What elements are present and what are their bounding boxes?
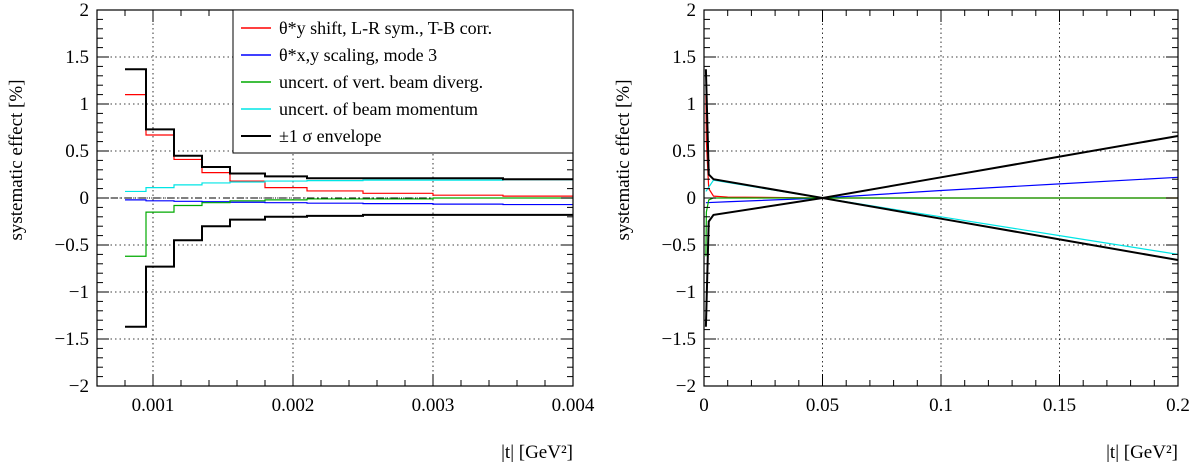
ticks [703,9,1179,387]
series-line-1 [125,199,573,206]
series-line-3 [705,179,1178,255]
series-group [704,69,1178,327]
x-tick-label: 0.003 [412,395,455,416]
y-tick-label: 0 [687,188,697,209]
series-line-4-lower [125,213,573,328]
y-tick-label: 0 [80,188,90,209]
series-line-4-lower [704,196,1178,327]
series-line-4 [125,68,573,181]
x-tick-label: 0.1 [929,395,953,416]
y-tick-label: 0.5 [672,141,696,162]
series-line-2 [125,197,573,257]
y-tick-label: −0.5 [662,235,696,256]
y-tick-label: 1.5 [672,47,696,68]
x-tick-label: 0.002 [272,395,315,416]
y-tick-label: −0.5 [55,235,89,256]
x-axis-label: |t| [GeV²] [1106,442,1178,463]
y-tick-label: 0.5 [65,141,89,162]
y-tick-label: 1 [687,94,697,115]
legend-box [232,9,574,154]
x-tick-label: 0.004 [552,395,595,416]
y-axis-label: systematic effect [%] [6,79,27,240]
y-axis-label: systematic effect [%] [613,79,634,240]
y-tick-label: 1.5 [65,47,89,68]
y-tick-label: 1 [80,94,90,115]
series-line-2 [705,197,1178,257]
series-line-1 [705,176,1178,204]
x-axis-label: |t| [GeV²] [501,442,573,463]
y-tick-label: 2 [687,0,697,21]
x-tick-label: 0.2 [1166,395,1190,416]
y-tick-label: −1 [69,282,89,303]
x-tick-label: 0.15 [1043,395,1076,416]
legend-label-0: θ*y shift, L-R sym., T-B corr. [279,18,492,38]
y-tick-label: −2 [676,376,696,397]
x-tick-label: 0 [699,395,709,416]
series-line-0 [705,94,1178,199]
x-tick-label: 0.05 [806,395,839,416]
legend-label-4: ±1 σ envelope [279,126,382,146]
chart-right: 0 0.05 0.1 0.15 0.2 −2 −1.5 −1 −0.5 0 0.5 1 1.5 2 |t| … [613,0,1190,463]
y-tick-label: 2 [80,0,90,21]
y-tick-label: −1.5 [662,329,696,350]
y-tick-label: −2 [69,376,89,397]
series-line-3 [125,179,573,193]
legend-label-3: uncert. of beam momentum [279,99,478,119]
series-line-4 [704,69,1178,200]
chart-left: 0.001 0.002 0.003 0.004 −2 −1.5 −1 −0.5 0 0.5 1 1.5… [6,0,595,463]
legend-label-1: θ*x,y scaling, mode 3 [279,45,437,65]
series-group [125,68,573,328]
x-tick-label: 0.001 [132,395,175,416]
legend-label-2: uncert. of vert. beam diverg. [279,72,483,92]
y-tick-label: −1.5 [55,329,89,350]
y-tick-label: −1 [676,282,696,303]
legend: θ*y shift, L-R sym., T-B corr. θ*x,y scal… [232,9,574,154]
